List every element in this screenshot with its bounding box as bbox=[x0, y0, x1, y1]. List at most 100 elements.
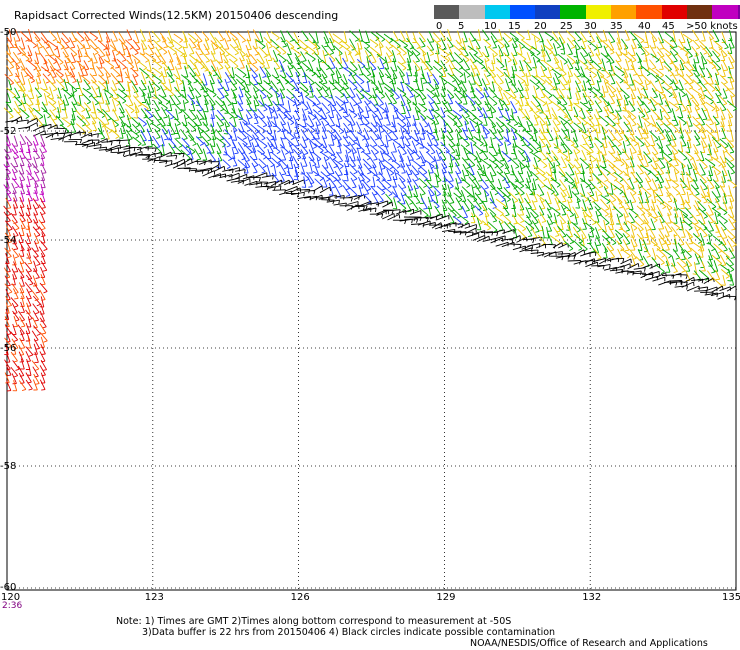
wind-barb-flag bbox=[431, 160, 436, 163]
wind-barb bbox=[673, 168, 678, 182]
wind-barb bbox=[305, 52, 316, 60]
wind-barb bbox=[399, 71, 405, 83]
wind-barb bbox=[292, 179, 305, 186]
wind-barb-flag bbox=[261, 137, 266, 141]
wind-barb bbox=[680, 183, 686, 195]
wind-barb-flag bbox=[555, 83, 560, 85]
wind-barb bbox=[419, 122, 426, 134]
wind-barb bbox=[233, 116, 237, 127]
wind-barb bbox=[671, 150, 677, 160]
wind-barb bbox=[728, 179, 737, 187]
wind-barb-flag bbox=[262, 75, 267, 78]
wind-barb bbox=[565, 108, 572, 121]
wind-barb-flag bbox=[164, 107, 168, 111]
wind-barb bbox=[704, 94, 715, 102]
wind-barb bbox=[651, 87, 658, 98]
wind-barb bbox=[465, 94, 476, 104]
wind-barb bbox=[552, 94, 562, 103]
wind-barb bbox=[502, 37, 510, 47]
wind-barb bbox=[97, 46, 106, 56]
wind-barb-flag bbox=[563, 103, 568, 106]
wind-barb-flag bbox=[310, 82, 315, 86]
wind-barb-flag bbox=[716, 68, 721, 71]
wind-barb-flag bbox=[477, 108, 482, 112]
wind-barb-flag bbox=[366, 45, 371, 49]
wind-barb bbox=[303, 176, 307, 188]
wind-barb bbox=[543, 135, 552, 147]
wind-barb bbox=[71, 92, 78, 105]
wind-barb bbox=[492, 53, 496, 64]
wind-barb bbox=[127, 80, 131, 92]
wind-barb bbox=[285, 39, 295, 48]
wind-barb bbox=[426, 38, 435, 51]
wind-barb bbox=[498, 99, 504, 110]
wind-barb bbox=[616, 37, 623, 50]
wind-barb bbox=[573, 149, 579, 161]
wind-barb bbox=[446, 89, 455, 98]
wind-barb-flag bbox=[87, 109, 92, 113]
wind-barb bbox=[166, 154, 177, 157]
wind-barb bbox=[132, 74, 138, 85]
wind-barb bbox=[579, 31, 588, 42]
wind-barb bbox=[126, 133, 131, 147]
wind-barb bbox=[132, 136, 142, 144]
wind-barb bbox=[391, 130, 399, 139]
wind-barb bbox=[538, 148, 548, 159]
wind-barb bbox=[335, 57, 344, 68]
wind-barb-flag bbox=[423, 109, 428, 113]
wind-barb bbox=[435, 149, 441, 161]
wind-barb bbox=[546, 39, 554, 49]
wind-barb bbox=[172, 115, 181, 125]
wind-barb bbox=[33, 31, 41, 41]
wind-barb-flag bbox=[176, 123, 181, 126]
wind-barb bbox=[187, 94, 196, 104]
wind-barb-flag bbox=[60, 80, 65, 84]
wind-barb bbox=[133, 102, 140, 113]
wind-barb bbox=[300, 162, 306, 174]
wind-barb-flag bbox=[479, 151, 484, 155]
wind-barb bbox=[657, 128, 666, 139]
wind-barb-flag bbox=[506, 103, 511, 106]
wind-barb bbox=[81, 114, 91, 125]
wind-barb bbox=[627, 220, 638, 229]
wind-barb-flag bbox=[729, 151, 735, 154]
wind-barb bbox=[565, 158, 575, 168]
wind-barb-flag bbox=[160, 152, 163, 157]
wind-barb bbox=[34, 59, 42, 71]
wind-barb bbox=[566, 206, 575, 216]
wind-barb bbox=[443, 119, 447, 133]
wind-barb bbox=[651, 151, 660, 161]
wind-barb-flag bbox=[529, 192, 534, 196]
wind-barb bbox=[309, 161, 313, 174]
wind-barb bbox=[663, 61, 672, 70]
wind-barb bbox=[447, 184, 452, 197]
wind-barb bbox=[692, 157, 698, 170]
wind-barb-flag bbox=[610, 82, 616, 85]
legend-swatch bbox=[737, 5, 740, 19]
wind-barb-flag bbox=[613, 117, 617, 120]
wind-barb bbox=[348, 195, 360, 198]
wind-barb bbox=[203, 141, 211, 153]
wind-barb bbox=[600, 75, 609, 82]
wind-barb bbox=[279, 88, 286, 98]
wind-barb bbox=[342, 115, 352, 124]
wind-barb-flag bbox=[590, 41, 595, 43]
wind-barb bbox=[27, 51, 33, 62]
wind-barb-flag bbox=[542, 158, 548, 161]
wind-barb bbox=[407, 155, 412, 166]
wind-barb-flag bbox=[499, 116, 504, 118]
wind-barb bbox=[464, 120, 468, 131]
wind-barb bbox=[74, 131, 86, 134]
wind-barb-flag bbox=[521, 151, 525, 155]
wind-barb-flag bbox=[134, 75, 139, 78]
wind-barb-flag bbox=[445, 54, 449, 58]
wind-barb bbox=[231, 107, 238, 118]
wind-barb bbox=[56, 94, 65, 104]
wind-barb-flag bbox=[568, 104, 573, 107]
wind-barb bbox=[19, 85, 27, 97]
wind-barb bbox=[349, 155, 356, 167]
wind-barb bbox=[71, 101, 78, 112]
wind-barb-flag bbox=[197, 95, 202, 98]
wind-barb-flag bbox=[276, 151, 281, 155]
wind-barb bbox=[628, 122, 635, 135]
